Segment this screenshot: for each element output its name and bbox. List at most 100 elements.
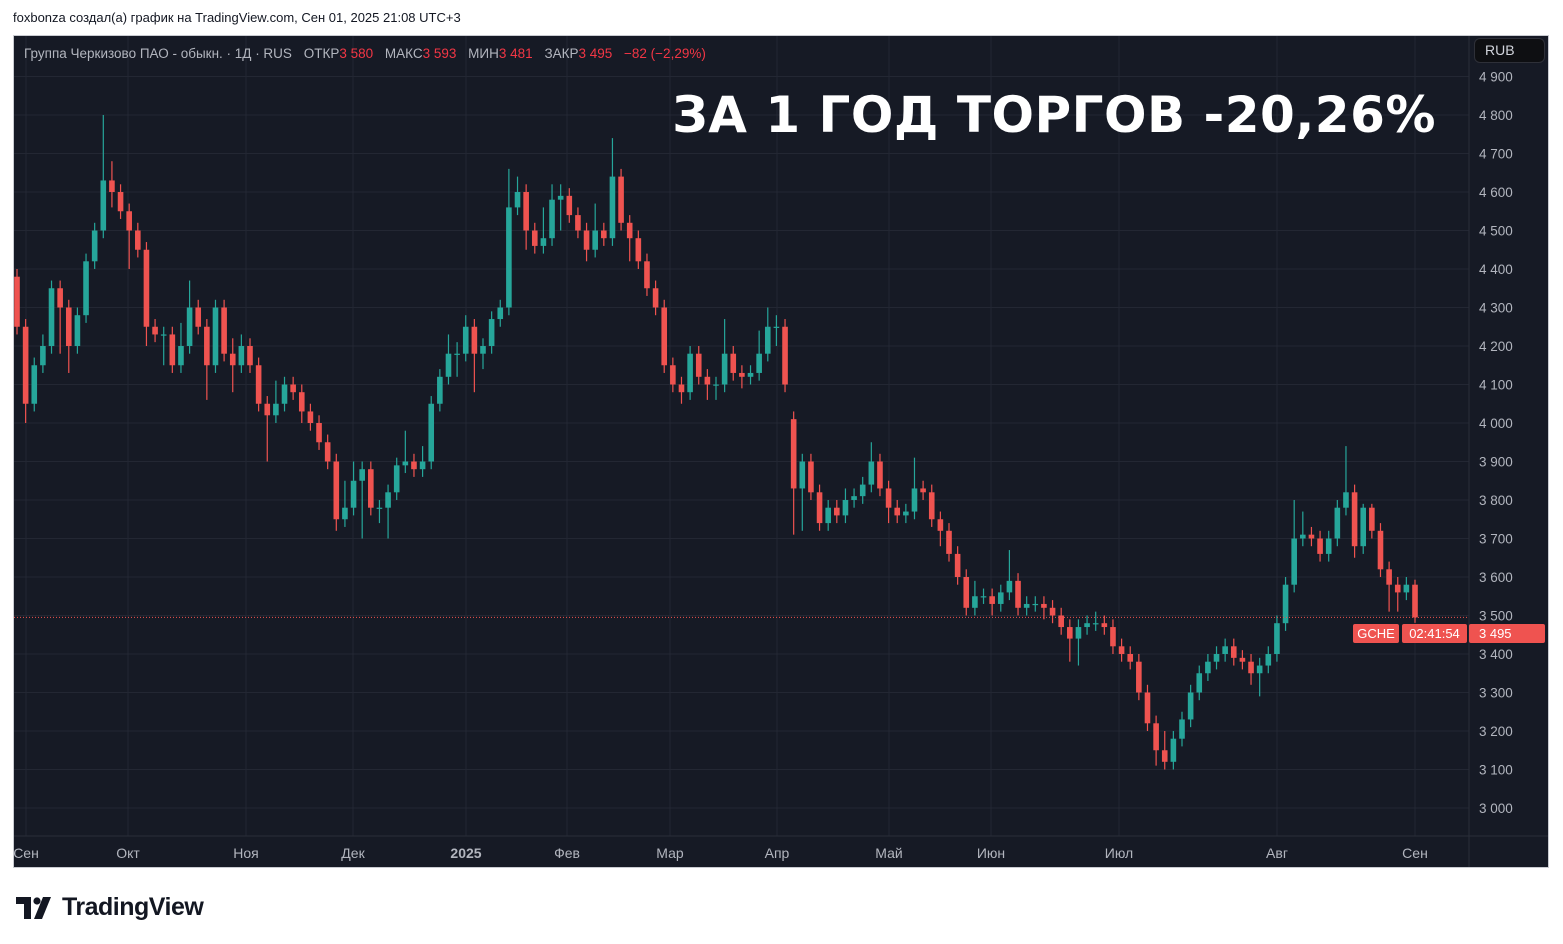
time-tick-label: Сен (14, 845, 39, 861)
candle (678, 376, 685, 404)
low-label: МИН (468, 46, 499, 61)
candle-body (1110, 627, 1116, 647)
candle-body (342, 507, 348, 520)
candle-body (462, 326, 469, 354)
candle (1343, 446, 1349, 516)
candle-body (920, 488, 926, 493)
symbol-name[interactable]: Группа Черкизово ПАО - обыкн. · 1Д · RUS (24, 46, 292, 61)
candle-body (57, 288, 63, 308)
time-tick-label: Авг (1266, 845, 1288, 861)
candle-body (626, 222, 633, 239)
candle-body (316, 423, 322, 443)
last-price-tag: 3 495 (1469, 624, 1545, 643)
candle-body (739, 372, 745, 377)
candle-body (1118, 646, 1125, 654)
candle-body (376, 507, 383, 509)
candle (825, 500, 831, 531)
candle (488, 311, 495, 354)
symbol-legend: Группа Черкизово ПАО - обыкн. · 1Д · RUS… (24, 46, 706, 61)
candle-body (1101, 623, 1108, 628)
candle-body (1274, 623, 1280, 654)
candle (480, 338, 486, 370)
candle-body (842, 500, 849, 516)
price-tick-label: 4 300 (1479, 301, 1513, 316)
candle-body (1058, 615, 1064, 628)
time-tick-label: Июл (1105, 845, 1133, 861)
candle (57, 280, 63, 354)
candle (626, 215, 633, 262)
currency-button[interactable]: RUB (1474, 38, 1545, 63)
candle-body (1092, 623, 1099, 625)
candle (143, 242, 150, 346)
candle (1170, 731, 1177, 770)
candle-body (281, 384, 288, 404)
time-tick-label: 2025 (450, 845, 481, 861)
candle-body (1377, 530, 1384, 570)
candle (1075, 619, 1082, 666)
time-tick-label: Ноя (233, 845, 258, 861)
candle-body (393, 465, 400, 493)
candle-body (454, 353, 460, 355)
time-tick-label: Апр (765, 845, 790, 861)
candle-body (385, 492, 391, 508)
symbol-price-tag: GCHE (1353, 624, 1399, 643)
candle (1213, 646, 1220, 670)
candle (411, 453, 417, 477)
candle (195, 299, 202, 335)
candle-body (713, 384, 719, 386)
candle (428, 396, 435, 470)
candle-body (1205, 661, 1211, 674)
candle (782, 319, 788, 393)
time-tick-label: Июн (977, 845, 1005, 861)
candle-body (1213, 654, 1220, 662)
candle-body (1067, 627, 1073, 639)
candle-body (1334, 507, 1341, 539)
candle (1006, 550, 1013, 601)
tradingview-logo[interactable]: TradingView (16, 893, 204, 922)
candle (834, 500, 840, 524)
chart-panel[interactable]: 4 900 4 800 4 700 4 600 4 500 4 400 4 300 4 200… (13, 35, 1549, 868)
candle (1161, 731, 1168, 770)
candle (842, 488, 849, 524)
candle-body (773, 326, 780, 328)
candle-body (808, 461, 814, 493)
candle (1084, 615, 1090, 635)
candle (238, 334, 245, 373)
candle (687, 346, 693, 400)
candle (1291, 500, 1297, 593)
price-tick-label: 3 800 (1479, 493, 1513, 508)
candle-body (178, 346, 184, 366)
candle (1222, 638, 1228, 662)
candle (307, 403, 314, 431)
high-label: МАКС (384, 46, 423, 61)
candle (601, 222, 607, 246)
candle (877, 453, 883, 497)
candle (419, 446, 426, 477)
candle (1334, 500, 1341, 547)
candle-body (1308, 534, 1315, 539)
candle (713, 376, 719, 400)
candle (1308, 526, 1315, 547)
candle-body (506, 207, 512, 308)
candle (22, 319, 29, 423)
candle (178, 322, 184, 373)
candle (894, 500, 901, 524)
candle-body (670, 365, 676, 385)
candle-body (799, 461, 806, 489)
candle-body (480, 346, 486, 354)
candle-body (652, 288, 659, 308)
candle (1144, 684, 1151, 731)
candle (290, 376, 296, 400)
candle-body (1041, 603, 1047, 608)
candle-body (1317, 538, 1323, 554)
candle (169, 326, 176, 373)
candle-body (428, 403, 435, 462)
candle-body (816, 492, 823, 524)
candle (566, 188, 573, 223)
price-tick-label: 3 700 (1479, 532, 1513, 547)
candlestick-chart[interactable]: 4 900 4 800 4 700 4 600 4 500 4 400 4 300 4 200… (14, 36, 1549, 868)
candle (264, 396, 271, 462)
candle-body (91, 230, 98, 262)
open-value: 3 580 (339, 46, 374, 61)
candle (980, 588, 987, 604)
